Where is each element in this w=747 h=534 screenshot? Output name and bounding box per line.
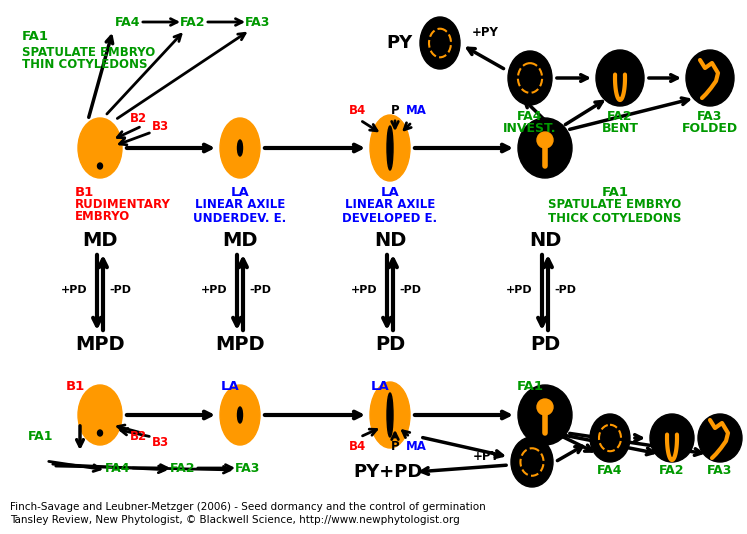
Text: +PD: +PD <box>61 285 87 295</box>
Text: FA2: FA2 <box>607 109 633 122</box>
Text: EMBRYO: EMBRYO <box>75 210 130 224</box>
Text: P: P <box>391 104 400 116</box>
Ellipse shape <box>78 385 122 445</box>
Text: PD: PD <box>530 335 560 355</box>
Text: PY+PD: PY+PD <box>353 463 423 481</box>
Text: THIN COTYLEDONS: THIN COTYLEDONS <box>22 59 147 72</box>
Ellipse shape <box>698 414 742 462</box>
Text: FA4: FA4 <box>105 461 131 475</box>
Text: MPD: MPD <box>75 335 125 355</box>
Text: +PD: +PD <box>506 285 533 295</box>
Text: FA1: FA1 <box>22 29 49 43</box>
Text: -PD: -PD <box>554 285 576 295</box>
Ellipse shape <box>590 414 630 462</box>
Text: LA: LA <box>371 381 389 394</box>
Text: PY: PY <box>387 34 413 52</box>
Text: B3: B3 <box>152 120 169 132</box>
Ellipse shape <box>518 118 572 178</box>
Text: LINEAR AXILE: LINEAR AXILE <box>345 199 435 211</box>
Text: +PY: +PY <box>473 450 500 462</box>
Text: MD: MD <box>82 231 118 249</box>
Text: SPATULATE EMBRYO: SPATULATE EMBRYO <box>548 199 681 211</box>
Text: B1: B1 <box>66 381 85 394</box>
Text: DEVELOPED E.: DEVELOPED E. <box>342 211 438 224</box>
Ellipse shape <box>508 51 552 105</box>
Ellipse shape <box>650 414 694 462</box>
Text: -PD: -PD <box>399 285 421 295</box>
Text: UNDERDEV. E.: UNDERDEV. E. <box>193 211 287 224</box>
Ellipse shape <box>98 163 102 169</box>
Text: B4: B4 <box>350 104 367 116</box>
Text: -PD: -PD <box>249 285 271 295</box>
Ellipse shape <box>220 385 260 445</box>
Text: FA2: FA2 <box>660 464 685 476</box>
Text: P: P <box>391 441 400 453</box>
Text: B2: B2 <box>129 112 146 124</box>
Text: B3: B3 <box>152 436 169 450</box>
Text: Tansley Review, New Phytologist, © Blackwell Science, http://www.newphytologist.: Tansley Review, New Phytologist, © Black… <box>10 515 459 525</box>
Ellipse shape <box>686 50 734 106</box>
Text: LA: LA <box>220 381 239 394</box>
Ellipse shape <box>387 126 393 170</box>
Text: LA: LA <box>381 185 400 199</box>
Text: B2: B2 <box>129 430 146 444</box>
Text: FA4: FA4 <box>598 464 623 476</box>
Text: FA4: FA4 <box>115 15 140 28</box>
Text: ND: ND <box>374 231 406 249</box>
Text: THICK COTYLEDONS: THICK COTYLEDONS <box>548 211 682 224</box>
Text: FA1: FA1 <box>28 430 54 444</box>
Ellipse shape <box>98 430 102 436</box>
Text: MA: MA <box>406 104 427 116</box>
Ellipse shape <box>537 399 553 415</box>
Ellipse shape <box>238 140 243 156</box>
Text: LINEAR AXILE: LINEAR AXILE <box>195 199 285 211</box>
Text: FA2: FA2 <box>170 461 196 475</box>
Text: Finch-Savage and Leubner-Metzger (2006) - Seed dormancy and the control of germi: Finch-Savage and Leubner-Metzger (2006) … <box>10 502 486 512</box>
Ellipse shape <box>220 118 260 178</box>
Text: MA: MA <box>406 441 427 453</box>
Text: B1: B1 <box>75 185 94 199</box>
Text: MPD: MPD <box>215 335 265 355</box>
Ellipse shape <box>370 115 410 181</box>
Text: FA2: FA2 <box>180 15 205 28</box>
Text: FA1: FA1 <box>516 381 544 394</box>
Text: ND: ND <box>529 231 561 249</box>
Ellipse shape <box>596 50 644 106</box>
Ellipse shape <box>537 132 553 148</box>
Text: MD: MD <box>223 231 258 249</box>
Text: FA3: FA3 <box>245 15 270 28</box>
Text: FA3: FA3 <box>707 464 733 476</box>
Text: +PD: +PD <box>350 285 377 295</box>
Text: FOLDED: FOLDED <box>682 122 738 135</box>
Text: RUDIMENTARY: RUDIMENTARY <box>75 199 171 211</box>
Text: FA3: FA3 <box>235 461 261 475</box>
Text: FA1: FA1 <box>601 185 628 199</box>
Text: +PD: +PD <box>201 285 227 295</box>
Ellipse shape <box>518 385 572 445</box>
Text: BENT: BENT <box>601 122 639 135</box>
Text: PD: PD <box>375 335 405 355</box>
Text: -PD: -PD <box>109 285 131 295</box>
Ellipse shape <box>511 437 553 487</box>
Text: FA3: FA3 <box>697 109 722 122</box>
Text: B4: B4 <box>350 441 367 453</box>
Text: +PY: +PY <box>471 27 498 40</box>
Text: SPATULATE EMBRYO: SPATULATE EMBRYO <box>22 45 155 59</box>
Text: INVEST.: INVEST. <box>503 122 557 135</box>
Ellipse shape <box>387 393 393 437</box>
Ellipse shape <box>238 407 243 423</box>
Ellipse shape <box>420 17 460 69</box>
Ellipse shape <box>78 118 122 178</box>
Ellipse shape <box>370 382 410 448</box>
Text: LA: LA <box>231 185 249 199</box>
Text: FA4: FA4 <box>517 109 543 122</box>
